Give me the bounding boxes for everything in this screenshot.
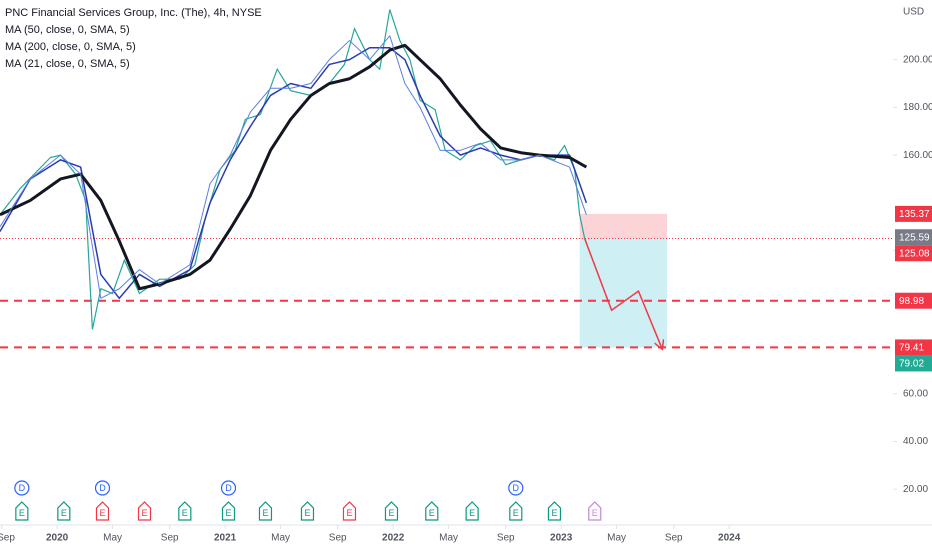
earnings-icon	[342, 501, 357, 521]
earnings-icon	[258, 501, 273, 521]
price-label-box	[895, 292, 932, 309]
earnings-icon	[178, 501, 192, 521]
ma-line	[0, 46, 588, 300]
event-label: E	[388, 508, 394, 518]
earnings-icon	[465, 501, 479, 521]
price-label-box	[895, 205, 932, 222]
ma-line	[0, 43, 588, 291]
x-tick-label: Sep	[665, 533, 683, 544]
price-label: 125.59	[899, 232, 930, 243]
y-tick-label: 40.00	[903, 436, 928, 447]
x-tick-label: Sep	[0, 533, 15, 544]
ma-line	[0, 35, 587, 299]
x-tick-label: 2020	[46, 533, 69, 544]
event-label: E	[469, 508, 475, 518]
forecast-arrow	[583, 238, 662, 349]
price-label: 79.41	[899, 343, 924, 354]
y-tick-label: 160.00	[903, 150, 932, 161]
price-label: 135.37	[899, 209, 930, 220]
x-tick-label: 2022	[382, 533, 405, 544]
price-label-box	[895, 339, 932, 356]
event-label: D	[513, 483, 520, 493]
x-tick-label: May	[103, 533, 122, 544]
event-label: E	[304, 508, 310, 518]
earnings-icon	[425, 501, 439, 521]
event-label: D	[99, 483, 106, 493]
price-label: 79.02	[899, 359, 924, 370]
legend-entry: MA (200, close, 0, SMA, 5)	[5, 41, 136, 53]
x-tick-label: May	[439, 533, 458, 544]
event-label: D	[225, 483, 232, 493]
earnings-icon	[384, 501, 399, 521]
price-label: 98.98	[899, 296, 924, 307]
event-label: E	[262, 508, 268, 518]
y-tick-label: 180.00	[903, 102, 932, 113]
event-label: E	[346, 508, 352, 518]
earnings-icon	[300, 501, 315, 521]
price-label-box	[895, 245, 932, 262]
dividend-icon	[94, 480, 111, 496]
dividend-icon	[220, 480, 237, 496]
x-tick-label: May	[271, 533, 290, 544]
x-tick-label: 2023	[550, 533, 573, 544]
price-label-box	[895, 355, 932, 372]
earnings-icon	[509, 501, 523, 521]
price-label-box	[895, 229, 932, 246]
x-tick-label: May	[607, 533, 626, 544]
y-tick-label: 60.00	[903, 388, 928, 399]
event-label: E	[182, 508, 188, 518]
chart-title: PNC Financial Services Group, Inc. (The)…	[5, 7, 262, 19]
event-label: E	[551, 508, 557, 518]
x-tick-label: 2024	[718, 533, 741, 544]
x-tick-label: Sep	[497, 533, 515, 544]
dividend-icon	[508, 480, 524, 496]
dividend-icon	[14, 480, 30, 496]
earnings-icon	[15, 501, 29, 521]
event-label: E	[513, 508, 519, 518]
x-tick-label: 2021	[214, 533, 237, 544]
price-label: 125.08	[899, 248, 930, 259]
earnings-icon	[221, 501, 236, 521]
x-tick-label: Sep	[161, 533, 179, 544]
y-tick-label: 200.00	[903, 54, 932, 65]
event-label: E	[19, 508, 25, 518]
event-label: E	[61, 508, 67, 518]
event-label: E	[429, 508, 435, 518]
earnings-icon	[57, 501, 71, 521]
stop-zone	[579, 213, 668, 239]
event-label: E	[592, 508, 598, 518]
event-label: E	[225, 508, 231, 518]
legend-entry: MA (50, close, 0, SMA, 5)	[5, 24, 130, 36]
earnings-icon	[95, 501, 110, 521]
target-zone	[579, 238, 668, 348]
earnings-icon	[137, 501, 152, 521]
currency-label: USD	[903, 7, 924, 18]
legend-entry: MA (21, close, 0, SMA, 5)	[5, 58, 130, 70]
event-label: E	[141, 508, 147, 518]
event-label: D	[19, 483, 26, 493]
y-tick-label: 20.00	[903, 484, 928, 495]
earnings-icon	[547, 501, 562, 521]
x-tick-label: Sep	[329, 533, 347, 544]
event-label: E	[99, 508, 105, 518]
earnings-icon	[588, 501, 602, 521]
